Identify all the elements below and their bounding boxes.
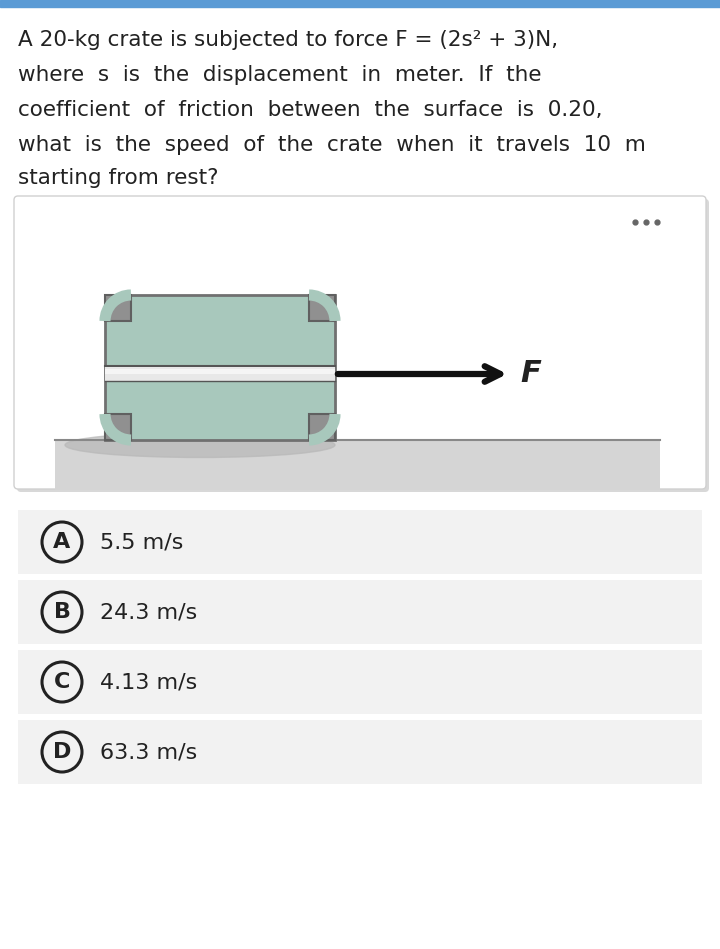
Bar xyxy=(309,295,335,321)
Text: D: D xyxy=(53,742,71,762)
Polygon shape xyxy=(55,440,660,490)
FancyBboxPatch shape xyxy=(14,196,706,489)
Ellipse shape xyxy=(80,437,380,469)
Bar xyxy=(105,369,335,374)
Text: A 20-kg crate is subjected to force F = (2s² + 3)N,: A 20-kg crate is subjected to force F = … xyxy=(18,30,558,50)
Bar xyxy=(18,580,702,644)
Text: where  s  is  the  displacement  in  meter.  If  the: where s is the displacement in meter. If… xyxy=(18,65,541,85)
FancyBboxPatch shape xyxy=(17,199,709,492)
Text: starting from rest?: starting from rest? xyxy=(18,168,218,188)
Text: C: C xyxy=(54,672,70,692)
Bar xyxy=(309,414,335,440)
Ellipse shape xyxy=(65,433,335,457)
Bar xyxy=(18,720,702,784)
Text: F: F xyxy=(520,360,541,388)
Bar xyxy=(18,650,702,714)
Text: B: B xyxy=(53,602,71,622)
Bar xyxy=(105,295,335,440)
Text: A: A xyxy=(53,532,71,552)
Text: 5.5 m/s: 5.5 m/s xyxy=(100,532,184,552)
Ellipse shape xyxy=(125,437,335,469)
Text: coefficient  of  friction  between  the  surface  is  0.20,: coefficient of friction between the surf… xyxy=(18,100,603,120)
Bar xyxy=(105,367,335,381)
Ellipse shape xyxy=(102,437,358,469)
Bar xyxy=(0,0,720,7)
Text: 63.3 m/s: 63.3 m/s xyxy=(100,742,197,762)
Text: 24.3 m/s: 24.3 m/s xyxy=(100,602,197,622)
Text: 4.13 m/s: 4.13 m/s xyxy=(100,672,197,692)
Bar xyxy=(105,414,131,440)
Text: what  is  the  speed  of  the  crate  when  it  travels  10  m: what is the speed of the crate when it t… xyxy=(18,135,646,155)
Bar xyxy=(18,510,702,574)
Bar xyxy=(105,295,131,321)
